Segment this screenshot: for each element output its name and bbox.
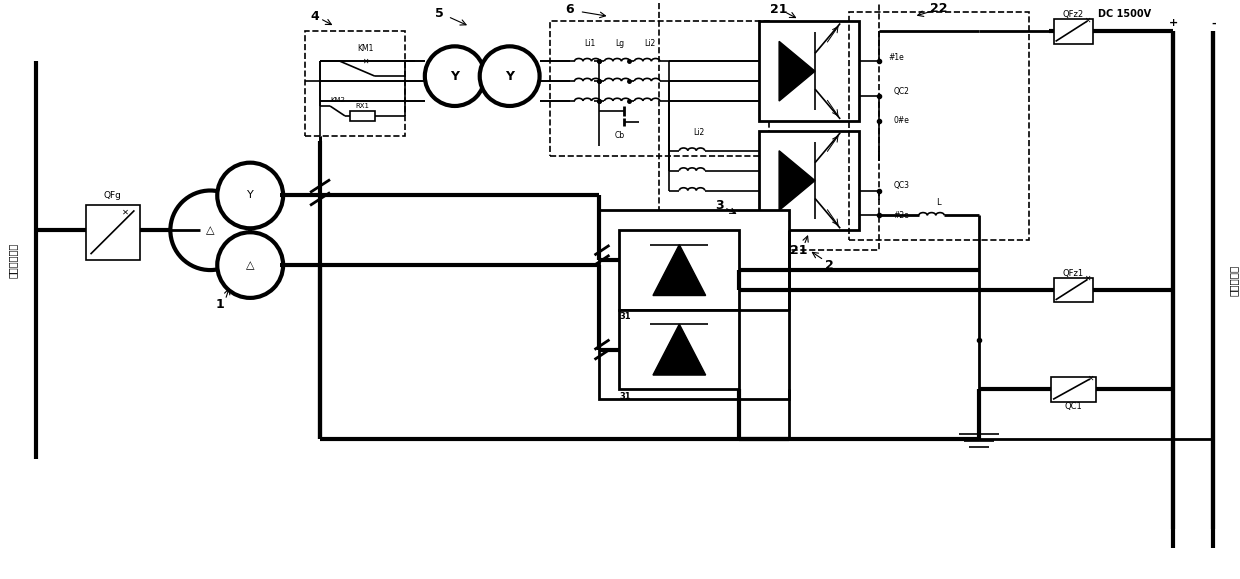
Text: #2e: #2e (894, 211, 910, 220)
Polygon shape (779, 41, 815, 101)
Bar (599, 210, 789, 400)
Text: Y: Y (450, 69, 459, 83)
Text: 1: 1 (216, 298, 224, 312)
Text: QFz2: QFz2 (1063, 10, 1084, 19)
Text: RX1: RX1 (355, 103, 370, 109)
Text: 31: 31 (620, 312, 631, 321)
Polygon shape (653, 244, 706, 295)
Text: L: L (936, 198, 941, 207)
Circle shape (170, 190, 250, 270)
Text: △: △ (246, 260, 254, 270)
Text: △: △ (206, 225, 215, 235)
Text: 21: 21 (770, 3, 787, 16)
Text: 31: 31 (620, 392, 631, 401)
Text: ✕: ✕ (1086, 373, 1094, 383)
Text: 0#e: 0#e (894, 116, 910, 126)
Circle shape (217, 163, 283, 228)
Text: 22: 22 (930, 2, 947, 15)
Bar (1052, 377, 1096, 402)
Text: 4: 4 (311, 10, 320, 23)
Circle shape (217, 232, 283, 298)
Text: 直流牵引网: 直流牵引网 (1228, 265, 1239, 296)
Bar (759, 21, 859, 121)
Text: 3: 3 (715, 199, 724, 212)
Text: 2: 2 (825, 259, 833, 272)
Bar (350, 111, 374, 121)
Text: 21: 21 (790, 244, 807, 256)
Bar (1054, 277, 1094, 302)
Text: QC3: QC3 (894, 181, 910, 190)
Polygon shape (653, 324, 706, 375)
Text: QFz1: QFz1 (1063, 269, 1084, 277)
Text: QC1: QC1 (1065, 402, 1083, 411)
Text: ✕: ✕ (1084, 274, 1091, 283)
Text: 6: 6 (565, 3, 574, 16)
Text: ✕: ✕ (362, 57, 368, 66)
Text: -: - (1211, 19, 1215, 28)
Bar (305, 31, 405, 136)
Text: #1e: #1e (889, 53, 905, 62)
Text: +: + (1168, 19, 1178, 28)
Text: Li1: Li1 (584, 39, 595, 48)
Text: QC2: QC2 (894, 87, 910, 96)
Text: Cb: Cb (614, 131, 625, 140)
Bar (759, 131, 859, 230)
Text: Li2: Li2 (644, 39, 655, 48)
Text: Lg: Lg (615, 39, 624, 48)
Text: Li2: Li2 (693, 129, 704, 137)
Text: ✕: ✕ (122, 208, 129, 217)
Text: Y: Y (247, 190, 253, 200)
Polygon shape (779, 151, 815, 210)
Bar (849, 12, 1029, 240)
Circle shape (425, 46, 485, 106)
Bar (549, 21, 769, 156)
Bar (660, 2, 879, 250)
Text: 中压交流电网: 中压交流电网 (7, 243, 17, 278)
Text: Y: Y (505, 69, 515, 83)
Bar (1054, 19, 1094, 44)
Text: QFg: QFg (103, 191, 122, 200)
Bar (86, 206, 140, 260)
Bar (620, 230, 739, 310)
Circle shape (480, 46, 539, 106)
Text: DC 1500V: DC 1500V (1099, 9, 1152, 19)
Text: ✕: ✕ (1084, 16, 1091, 24)
Text: 5: 5 (435, 7, 444, 20)
Text: KM1: KM1 (357, 44, 373, 53)
Bar (620, 310, 739, 390)
Text: KM2: KM2 (331, 97, 346, 103)
